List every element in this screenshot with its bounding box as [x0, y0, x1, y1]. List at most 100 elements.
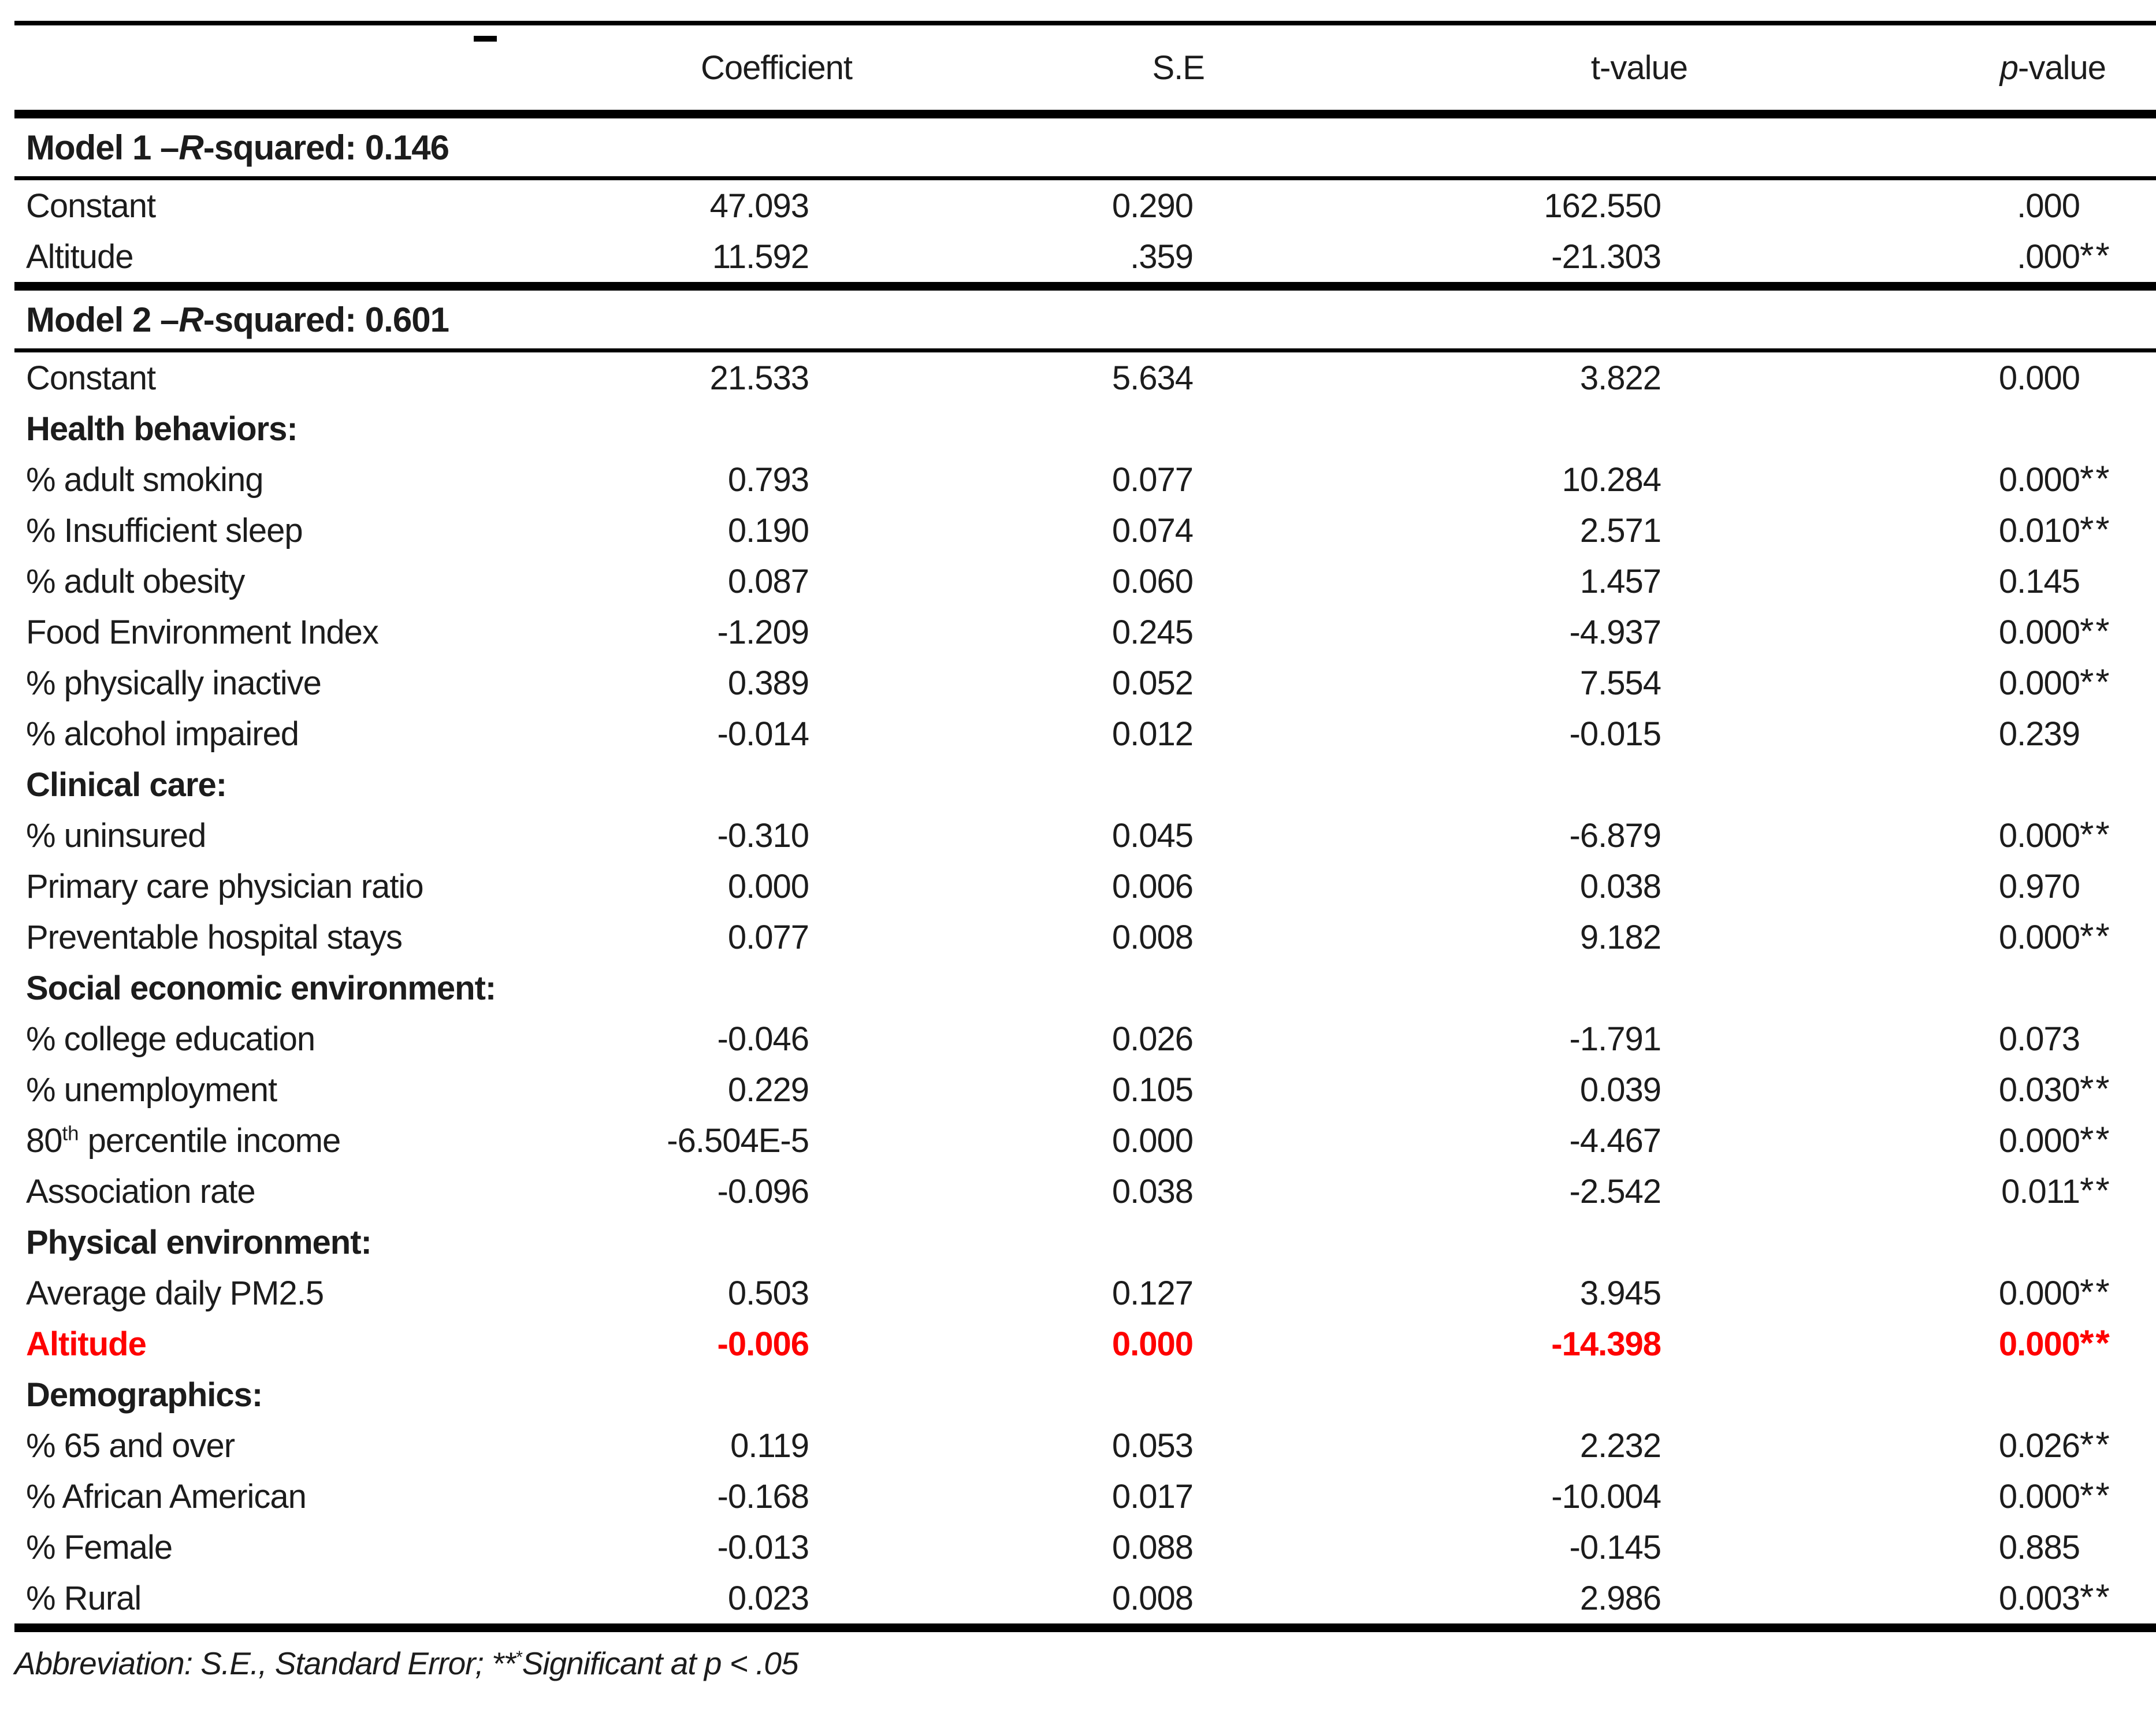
significance-stars: **: [2080, 1577, 2112, 1618]
significance-stars: **: [2080, 1424, 2112, 1465]
significance-stars: **: [2080, 1272, 2112, 1313]
table-row: 80th percentile income -6.504E-5 0.000 -…: [0, 1115, 2156, 1166]
t-value: 10.284: [1562, 460, 1661, 499]
table-row: % uninsured -0.310 0.045 -6.879 0.000 **: [0, 810, 2156, 861]
model1-divider-rule: [14, 176, 2156, 180]
row-label: % physically inactive: [26, 664, 322, 702]
column-header-row: Coefficient S.E t-value p-value: [0, 25, 2156, 110]
se-value: 0.012: [1112, 715, 1194, 753]
row-label: % adult obesity: [26, 562, 245, 600]
t-value: -4.467: [1569, 1121, 1661, 1160]
bottom-rule: [14, 1623, 2156, 1632]
footnote-stars: **: [492, 1645, 516, 1681]
se-value: .359: [1130, 237, 1194, 276]
table-row: Constant 21.533 5.634 3.822 0.000: [0, 352, 2156, 403]
p-value: 0.000 **: [1998, 662, 2109, 703]
table-row: Demographics:: [0, 1369, 2156, 1420]
p-value: 0.030 **: [1998, 1068, 2109, 1109]
t-value: 3.945: [1579, 1274, 1661, 1312]
column-header-se: S.E: [1152, 49, 1205, 87]
p-value: 0.000 **: [1998, 1272, 2112, 1313]
p-value: [1661, 1376, 2080, 1414]
p-value: 0.000 **: [1998, 611, 2109, 652]
row-label: % Rural: [26, 1579, 142, 1617]
row-label: 80th percentile income: [26, 1121, 341, 1160]
table-row: Altitude -0.006 0.000 -14.398 0.000 **: [0, 1318, 2156, 1369]
row-label: % African American: [26, 1477, 307, 1515]
row-label: % Female: [26, 1528, 173, 1566]
table-row: Association rate -0.096 0.038 -2.542 0.0…: [0, 1166, 2156, 1217]
t-value: -2.542: [1569, 1172, 1661, 1210]
regression-results-table: Coefficient S.E t-value p-value Model 1 …: [0, 21, 2156, 1724]
p-value: 0.010 **: [1998, 509, 2109, 550]
table-row: Physical environment:: [0, 1217, 2156, 1268]
row-label: Altitude: [26, 1325, 147, 1363]
table-row: % unemployment 0.229 0.105 0.039 0.030 **: [0, 1064, 2156, 1115]
significance-stars: **: [2080, 611, 2109, 652]
t-value: -0.015: [1569, 715, 1661, 753]
p-value: [1661, 410, 2080, 448]
se-value: 0.105: [1112, 1071, 1194, 1109]
table-row: % alcohol impaired -0.014 0.012 -0.015 0…: [0, 708, 2156, 759]
model1-rows: Constant 47.093 0.290 162.550 .000 Altit…: [0, 180, 2156, 282]
column-header-coefficient: Coefficient: [701, 49, 853, 87]
se-value: 0.038: [1112, 1172, 1194, 1210]
coefficient-value: -0.013: [717, 1528, 809, 1566]
significance-stars: **: [2080, 235, 2112, 276]
se-value: 0.006: [1112, 867, 1194, 905]
column-header-t-value: t-value: [1590, 49, 1688, 87]
se-value: 5.634: [1112, 359, 1194, 397]
coefficient-value: -0.168: [717, 1477, 809, 1515]
p-value: 0.073: [1998, 1020, 2080, 1058]
coefficient-value: 47.093: [709, 187, 809, 225]
model2-heading: Model 2 – R -squared: 0.601: [26, 300, 449, 339]
r-squared-symbol: R: [179, 300, 203, 339]
table-footnote: Abbreviation: S.E., Standard Error; ***S…: [14, 1645, 799, 1681]
table-row: Average daily PM2.5 0.503 0.127 3.945 0.…: [0, 1268, 2156, 1318]
significance-stars: **: [2080, 458, 2109, 499]
table-row: % African American -0.168 0.017 -10.004 …: [0, 1471, 2156, 1522]
se-value: 0.017: [1112, 1477, 1194, 1515]
row-label: Demographics:: [26, 1376, 263, 1414]
r-squared-symbol: R: [179, 128, 203, 167]
significance-stars: **: [2080, 1119, 2109, 1160]
significance-stars: **: [2080, 509, 2109, 550]
column-header-p-value: p-value: [1999, 49, 2106, 87]
table-row: Preventable hospital stays 0.077 0.008 9…: [0, 912, 2156, 963]
se-value: 0.290: [1112, 187, 1194, 225]
significance-stars: **: [2080, 1322, 2112, 1363]
table-row: Social economic environment:: [0, 963, 2156, 1013]
p-value: 0.003 **: [1998, 1577, 2112, 1618]
p-value: 0.970: [1998, 867, 2080, 905]
t-value: -21.303: [1551, 237, 1661, 276]
coefficient-value: 11.592: [712, 237, 809, 276]
p-value: [1661, 766, 2080, 804]
footnote-sup-star: *: [515, 1648, 522, 1667]
t-value: -14.398: [1551, 1325, 1661, 1363]
significance-stars: **: [2080, 662, 2109, 703]
coefficient-value: -0.096: [717, 1172, 809, 1210]
row-label: % Insufficient sleep: [26, 511, 303, 549]
row-label: Constant: [26, 187, 156, 225]
se-value: 0.045: [1112, 816, 1194, 854]
p-value: 0.000 **: [1998, 1322, 2112, 1363]
table-row: % Female -0.013 0.088 -0.145 0.885: [0, 1522, 2156, 1573]
p-value: 0.239: [1998, 715, 2080, 753]
table-row: % physically inactive 0.389 0.052 7.554 …: [0, 657, 2156, 708]
row-label: % uninsured: [26, 816, 206, 854]
row-label: Health behaviors:: [26, 410, 298, 448]
significance-stars: **: [2080, 814, 2112, 855]
significance-stars: **: [2080, 1475, 2112, 1516]
se-value: 0.026: [1112, 1020, 1194, 1058]
table-row: % 65 and over 0.119 0.053 2.232 0.026 **: [0, 1420, 2156, 1471]
coefficient-value: -0.006: [717, 1325, 809, 1363]
row-label: Preventable hospital stays: [26, 918, 403, 956]
coefficient-value: 0.229: [727, 1071, 809, 1109]
se-value: 0.127: [1112, 1274, 1194, 1312]
table-row: Primary care physician ratio 0.000 0.006…: [0, 861, 2156, 912]
table-row: % adult smoking 0.793 0.077 10.284 0.000…: [0, 454, 2156, 505]
row-label: Social economic environment:: [26, 969, 496, 1007]
se-value: 0.000: [1112, 1121, 1194, 1160]
coefficient-value: -0.310: [717, 816, 809, 854]
significance-stars: **: [2080, 1068, 2109, 1109]
